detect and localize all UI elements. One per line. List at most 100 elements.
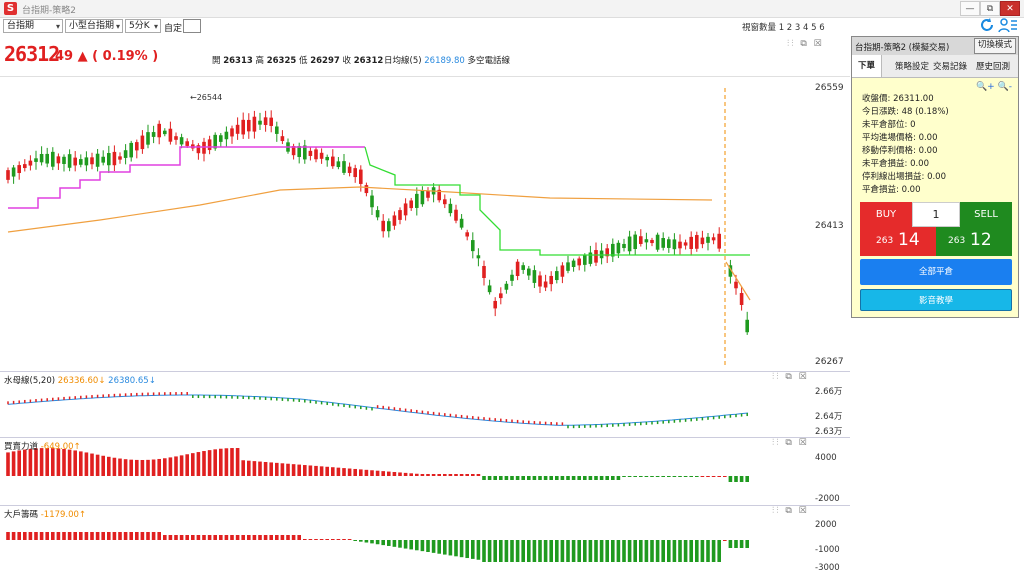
tab-trade-records[interactable]: 交易記錄 bbox=[933, 62, 968, 72]
sub2-tick-2: -2000 bbox=[815, 494, 840, 504]
refresh-icon[interactable] bbox=[978, 16, 996, 34]
candle-body bbox=[157, 123, 161, 138]
info-trailing-stop: 移動停利價格: 0.00 bbox=[862, 146, 938, 156]
sub2-bar bbox=[129, 459, 133, 476]
sub3-bar bbox=[331, 539, 335, 540]
candle-body bbox=[381, 220, 385, 232]
candle-body bbox=[135, 142, 139, 151]
sub2-bar bbox=[655, 476, 660, 477]
sub2-bar bbox=[454, 474, 458, 476]
video-tutorial-button[interactable]: 影音教學 bbox=[860, 289, 1012, 311]
sub3-bar bbox=[605, 540, 609, 562]
sub2-bar bbox=[387, 471, 391, 476]
sub3-bar bbox=[633, 540, 637, 562]
tab-strategy-settings[interactable]: 策略設定 bbox=[895, 62, 930, 72]
sub2-bar bbox=[151, 459, 156, 476]
buy-button[interactable]: BUY bbox=[860, 202, 912, 227]
sub3-panel-tools[interactable]: ⫶⫶ ⧉ ☒ bbox=[772, 506, 809, 516]
sub3-bar bbox=[398, 540, 402, 548]
sub1-panel-tools[interactable]: ⫶⫶ ⧉ ☒ bbox=[772, 372, 809, 382]
sub3-bar bbox=[51, 532, 55, 540]
main-chart-marks bbox=[6, 110, 751, 335]
sub3-bar bbox=[84, 532, 89, 540]
zoom-icons[interactable]: 🔍+ 🔍- bbox=[975, 82, 1012, 92]
candle-body bbox=[482, 265, 486, 279]
candle-body bbox=[336, 161, 341, 168]
y-tick-26559: 26559 bbox=[815, 83, 844, 93]
sub3-bar bbox=[347, 539, 352, 540]
chevron-down-icon: ▾ bbox=[153, 22, 158, 31]
tab-order[interactable]: 下單 bbox=[852, 55, 883, 77]
custom-interval-input[interactable] bbox=[183, 19, 201, 33]
sub3-bar bbox=[11, 532, 16, 540]
sub3-tick-3: -3000 bbox=[815, 563, 840, 573]
sub2-bar bbox=[336, 467, 341, 476]
candle-body bbox=[616, 242, 621, 254]
quantity-input[interactable]: 1 bbox=[912, 202, 960, 227]
view-count-selector[interactable]: 視窗數量 1 2 3 4 5 6 bbox=[742, 23, 825, 33]
candle-body bbox=[706, 236, 710, 243]
contract-select[interactable]: 小型台指期 ▾ bbox=[65, 19, 123, 33]
sub3-bar bbox=[179, 535, 184, 540]
sub2-bar bbox=[426, 474, 430, 476]
sub2-bar bbox=[583, 476, 587, 480]
candle-body bbox=[73, 157, 77, 166]
sub3-bar bbox=[280, 535, 285, 540]
contract-select-value: 小型台指期 bbox=[69, 21, 115, 31]
bid-price-button[interactable]: 263 14 bbox=[860, 227, 936, 256]
sub3-bar bbox=[745, 540, 749, 548]
sub1-label: 水母線(5,20) 26336.60↓ 26380.65↓ bbox=[4, 374, 156, 386]
sub3-bar bbox=[163, 535, 167, 540]
sub3-bar bbox=[157, 532, 161, 540]
product-select[interactable]: 台指期 ▾ bbox=[3, 19, 63, 33]
sub3-bar bbox=[387, 540, 391, 546]
sub3-bar bbox=[594, 540, 598, 562]
sub2-bar bbox=[527, 476, 531, 480]
sub3-bar bbox=[247, 535, 251, 540]
candle-body bbox=[611, 243, 615, 257]
candle-body bbox=[123, 150, 128, 158]
sub2-bar bbox=[577, 476, 581, 480]
sell-button[interactable]: SELL bbox=[960, 202, 1012, 227]
sub3-bar bbox=[34, 532, 38, 540]
sub2-bar bbox=[118, 458, 122, 476]
sub3-bar bbox=[431, 540, 436, 553]
main-panel-tools[interactable]: ⫶⫶ ⧉ ☒ bbox=[787, 39, 824, 49]
ask-price-suffix: 12 bbox=[970, 230, 992, 250]
tab-backtest[interactable]: 歷史回測 bbox=[976, 62, 1011, 72]
candle-body bbox=[146, 132, 150, 145]
candle-body bbox=[387, 221, 391, 232]
ask-price-button[interactable]: 263 12 bbox=[936, 227, 1012, 256]
sub3-bar bbox=[28, 532, 33, 540]
close-button[interactable]: ✕ bbox=[1000, 1, 1020, 16]
low-value: 26297 bbox=[310, 56, 340, 66]
sub3-bar bbox=[112, 532, 117, 540]
candle-body bbox=[476, 255, 481, 259]
minimize-button[interactable]: — bbox=[960, 1, 980, 16]
sub2-bar bbox=[179, 455, 184, 476]
sub2-bar bbox=[275, 462, 279, 476]
chart-area[interactable]: 26559 26413 26267 ←26544 2.66万 2.64万 2.6… bbox=[0, 0, 850, 583]
restore-button[interactable]: ⧉ bbox=[980, 1, 1000, 16]
candle-body bbox=[151, 132, 156, 137]
interval-select[interactable]: 5分K ▾ bbox=[125, 19, 161, 33]
sub2-bar bbox=[437, 474, 441, 476]
sub3-bar bbox=[73, 532, 77, 540]
sub2-panel-tools[interactable]: ⫶⫶ ⧉ ☒ bbox=[772, 438, 809, 448]
sub3-bar bbox=[493, 540, 497, 562]
sub2-bar bbox=[672, 476, 677, 477]
candle-body bbox=[347, 166, 352, 173]
sub2-bar bbox=[112, 457, 117, 476]
switch-mode-button[interactable]: 切換模式 bbox=[973, 38, 1016, 54]
candle-body bbox=[655, 234, 660, 250]
order-panel-header: 台指期-策略2 (模擬交易) 切換模式 bbox=[852, 37, 1018, 56]
flatten-all-button[interactable]: 全部平倉 bbox=[860, 259, 1012, 285]
sub2-bar bbox=[308, 465, 313, 476]
candle-body bbox=[39, 153, 44, 163]
candle-body bbox=[342, 161, 346, 173]
sub3-bar bbox=[695, 540, 699, 562]
candle-body bbox=[588, 252, 593, 264]
sub2-bar bbox=[258, 461, 262, 476]
candle-body bbox=[420, 190, 425, 205]
user-menu-icon[interactable] bbox=[998, 16, 1018, 34]
